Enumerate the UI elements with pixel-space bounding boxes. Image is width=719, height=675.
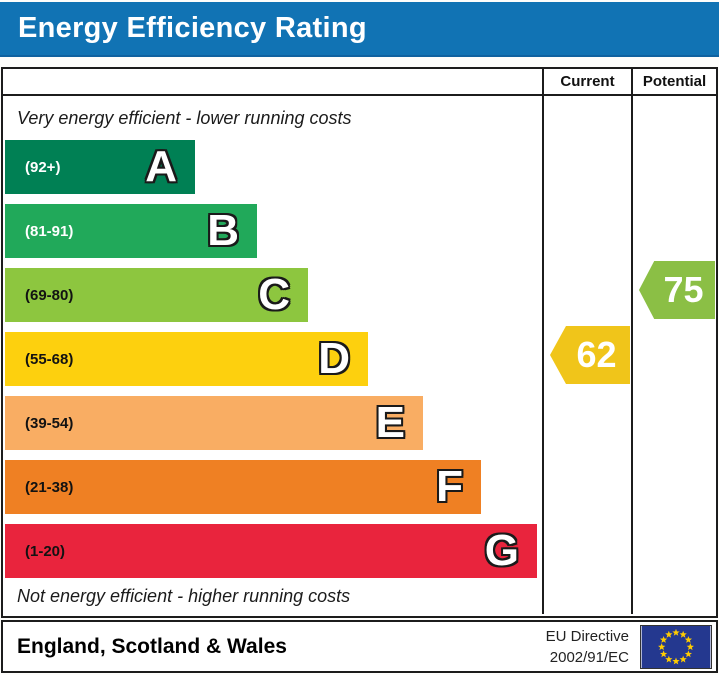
band-letter: F xyxy=(436,462,463,511)
band-bar-E: (39-54) E xyxy=(5,396,423,450)
band-letter: G xyxy=(484,526,519,575)
band-range-label: (55-68) xyxy=(25,350,74,368)
eu-directive-label: EU Directive 2002/91/EC xyxy=(546,626,629,668)
band-bar-C: (69-80) C xyxy=(5,268,308,322)
potential-column: 75 xyxy=(631,96,716,614)
rating-table: Current Potential Very energy efficient … xyxy=(1,67,718,618)
band-bar-G: (1-20) G xyxy=(5,524,537,578)
band-bar-A: (92+) A xyxy=(5,140,195,194)
potential-value: 75 xyxy=(663,269,704,310)
chart-column-header-empty xyxy=(3,69,542,94)
current-column: 62 xyxy=(542,96,631,614)
band-range-label: (1-20) xyxy=(25,542,66,560)
band-range-label: (21-38) xyxy=(25,478,74,496)
band-range-label: (39-54) xyxy=(25,414,74,432)
table-header-row: Current Potential xyxy=(3,69,716,96)
eu-flag-icon xyxy=(640,624,712,669)
band-letter: A xyxy=(145,142,177,191)
band-letter: E xyxy=(375,398,405,447)
band-range-label: (92+) xyxy=(25,158,61,176)
current-column-header: Current xyxy=(542,69,631,94)
current-indicator: 62 xyxy=(550,326,630,384)
page-title: Energy Efficiency Rating xyxy=(18,12,367,44)
band-range-label: (81-91) xyxy=(25,222,74,240)
page-header: Energy Efficiency Rating xyxy=(0,2,719,57)
band-letter: D xyxy=(318,334,350,383)
potential-indicator: 75 xyxy=(639,261,715,319)
band-bar-B: (81-91) B xyxy=(5,204,257,258)
band-letter: C xyxy=(258,270,290,319)
footer-bar: England, Scotland & Wales EU Directive 2… xyxy=(1,620,718,673)
top-note: Very energy efficient - lower running co… xyxy=(17,108,352,128)
potential-column-header: Potential xyxy=(631,69,716,94)
table-body: Very energy efficient - lower running co… xyxy=(3,96,716,614)
bottom-note: Not energy efficient - higher running co… xyxy=(17,586,351,606)
region-label: England, Scotland & Wales xyxy=(17,634,287,658)
band-bar-D: (55-68) D xyxy=(5,332,368,386)
band-chart-area: Very energy efficient - lower running co… xyxy=(3,96,542,614)
current-value: 62 xyxy=(576,334,617,375)
eu-directive-line2: 2002/91/EC xyxy=(549,648,629,666)
band-range-label: (69-80) xyxy=(25,286,74,304)
band-bar-F: (21-38) F xyxy=(5,460,481,514)
band-letter: B xyxy=(207,206,239,255)
eu-directive-line1: EU Directive xyxy=(545,627,629,645)
